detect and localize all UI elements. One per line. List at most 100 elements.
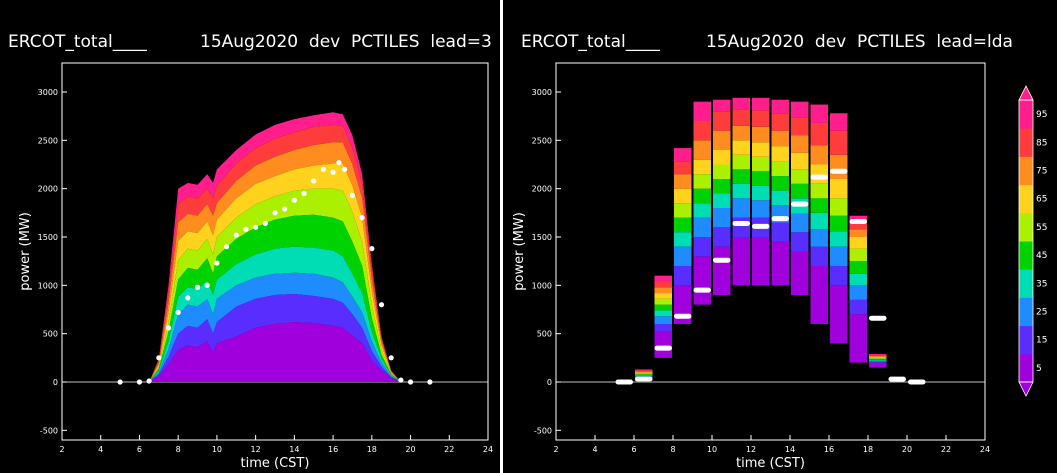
bar-segment	[810, 104, 828, 123]
bar-segment	[732, 125, 750, 141]
plot-frame	[555, 62, 986, 441]
colorbar-segment	[1019, 156, 1033, 186]
x-tick-label: 16	[824, 445, 834, 454]
y-tick-label: 2500	[532, 136, 552, 145]
colorbar-label: 75	[1036, 167, 1047, 177]
observed-point	[349, 192, 356, 199]
observed-bar-marker	[615, 379, 633, 385]
observed-point	[311, 178, 317, 184]
observed-point	[369, 246, 375, 252]
bar-segment	[830, 231, 848, 247]
bar-segment	[674, 266, 692, 286]
observed-point	[146, 378, 152, 384]
bar-segment	[810, 122, 828, 146]
bar-segment	[849, 215, 867, 222]
x-tick-label: 12	[251, 445, 261, 454]
percentile-band-15	[120, 294, 430, 382]
bar-segment	[849, 314, 867, 363]
bar-segment	[674, 246, 692, 266]
observed-point	[407, 379, 414, 385]
bar-segment	[693, 159, 711, 175]
colorbar-label: 35	[1036, 279, 1047, 289]
colorbar-label: 65	[1036, 195, 1047, 205]
bar-segment	[693, 101, 711, 121]
bar-segment	[752, 237, 770, 286]
observed-point	[223, 244, 230, 250]
bar-segment	[830, 154, 848, 179]
observed-bar-marker	[693, 287, 711, 293]
y-tick-label: -500	[534, 426, 552, 435]
observed-bar-marker	[849, 219, 867, 225]
x-tick-label: 20	[902, 445, 912, 454]
bar-segment	[713, 164, 731, 179]
percentile-band-25	[120, 272, 430, 382]
bar-segment	[791, 152, 809, 170]
bar-segment	[693, 121, 711, 141]
x-axis-label: time (CST)	[736, 456, 805, 471]
colorbar-label: 45	[1036, 251, 1047, 261]
right-chart-svg: 2 4 6 8 10 12 14 16 18 20 22 24-5000500100015002000…	[512, 62, 1047, 471]
x-tick-label: 24	[483, 445, 493, 454]
x-tick-label: 2	[59, 445, 64, 454]
y-tick-label: 0	[53, 378, 58, 387]
observed-point	[378, 302, 385, 308]
bar-segment	[752, 110, 770, 127]
right-chart-panel: ERCOT_total____ 15Aug2020 dev PCTILES le…	[503, 0, 1057, 473]
observed-point	[262, 220, 268, 227]
percentile-band-65	[120, 163, 430, 382]
bar-segment	[830, 113, 848, 131]
plot-frame	[61, 62, 489, 441]
bar-segment	[732, 169, 750, 184]
x-tick-label: 20	[405, 445, 415, 454]
observed-bar-marker	[635, 376, 653, 382]
observed-bar-marker	[674, 313, 692, 319]
observed-point	[117, 379, 123, 385]
bar-segment	[869, 358, 887, 360]
observed-point	[243, 226, 249, 232]
y-tick-label: 1500	[532, 233, 552, 242]
bar-segment	[830, 266, 848, 286]
observed-bar-marker	[732, 220, 750, 226]
bar-segment	[869, 356, 887, 358]
bar-segment	[713, 193, 731, 208]
bar-segment	[810, 145, 828, 165]
bar-segment	[654, 331, 672, 358]
bar-segment	[810, 266, 828, 324]
observed-point	[204, 282, 210, 288]
bar-segment	[732, 97, 750, 110]
colorbar-segment	[1019, 212, 1033, 242]
observed-bar-marker	[888, 376, 906, 382]
bar-segment	[771, 99, 789, 114]
bar-segment	[654, 281, 672, 288]
bar-segment	[693, 256, 711, 305]
bar-segment	[674, 232, 692, 247]
bar-segment	[635, 373, 653, 375]
colorbar-label: 85	[1036, 138, 1047, 148]
bar-segment	[771, 146, 789, 162]
bar-segment	[849, 273, 867, 286]
bar-segment	[810, 198, 828, 213]
x-tick-label: 2	[553, 445, 558, 454]
bar-segment	[771, 190, 789, 206]
bar-segment	[869, 362, 887, 368]
colorbar-segment	[1019, 325, 1033, 355]
observed-bar-marker	[908, 379, 926, 385]
observed-point	[388, 355, 394, 361]
right-chart-title-right: 15Aug2020 dev PCTILES lead=lda	[706, 32, 1013, 52]
x-tick-label: 8	[670, 445, 675, 454]
bar-segment	[830, 285, 848, 344]
observed-point	[175, 309, 181, 315]
y-tick-label: 1000	[38, 281, 58, 290]
bar-segment	[849, 261, 867, 274]
bar-segment	[713, 208, 731, 228]
y-tick-label: 3000	[532, 88, 552, 97]
bar-segment	[693, 237, 711, 257]
bar-segment	[791, 183, 809, 199]
y-tick-label: 500	[43, 330, 58, 339]
x-tick-label: 22	[444, 445, 454, 454]
observed-point	[233, 232, 239, 238]
bar-segment	[693, 217, 711, 237]
observed-bar-marker	[713, 257, 731, 263]
observed-point	[156, 355, 162, 361]
x-tick-label: 12	[746, 445, 756, 454]
